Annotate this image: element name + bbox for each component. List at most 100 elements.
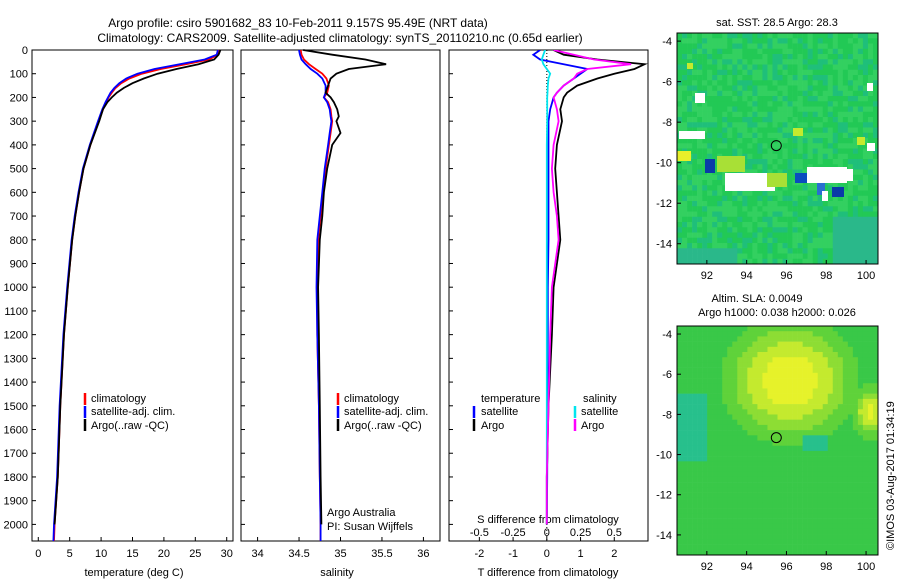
- map-cell: [687, 48, 693, 55]
- map-cell: [767, 357, 773, 363]
- map-cell: [767, 138, 773, 144]
- map-cell: [767, 487, 773, 493]
- map-cell: [677, 122, 683, 128]
- map-cell: [827, 414, 834, 420]
- map-cell: [687, 54, 693, 60]
- map-cell: [717, 48, 723, 55]
- map-cell: [767, 440, 773, 446]
- map-cell: [857, 222, 864, 228]
- series-salinity-satellite: [540, 50, 552, 525]
- map-cell: [682, 195, 688, 202]
- map-cell: [837, 404, 844, 410]
- map-cell: [712, 487, 718, 493]
- map-cell: [782, 143, 788, 149]
- map-cell: [837, 398, 844, 405]
- map-cell: [782, 430, 788, 436]
- map-cell: [812, 38, 818, 44]
- map-cell: [677, 80, 683, 86]
- map-cell: [687, 69, 693, 76]
- s-diff-tick-label: 0.25: [570, 527, 591, 539]
- map-cell: [707, 388, 713, 394]
- map-cell: [762, 352, 768, 358]
- map-cell: [867, 195, 874, 202]
- legend-label-argo: Argo(..raw -QC): [344, 420, 422, 432]
- map-cell: [847, 528, 854, 535]
- map-cell: [742, 440, 748, 446]
- map-cell: [832, 258, 839, 265]
- map-cell: [787, 201, 793, 207]
- map-cell: [752, 508, 758, 514]
- map-cell: [792, 539, 798, 545]
- map-cell: [812, 75, 818, 81]
- map-cell: [677, 227, 683, 233]
- map-cell: [777, 487, 783, 493]
- map-cell: [867, 508, 874, 514]
- figure-title-line1: Argo profile: csiro 5901682_83 10-Feb-20…: [108, 16, 488, 30]
- map-cell: [702, 383, 708, 389]
- map-cell: [747, 33, 753, 39]
- map-cell: [827, 544, 834, 551]
- map-cell: [772, 54, 778, 60]
- map-cell: [777, 54, 783, 60]
- map-cell: [742, 248, 748, 254]
- map-cell: [707, 80, 713, 86]
- map-cell: [772, 64, 778, 71]
- map-cell: [677, 326, 683, 332]
- map-cell: [752, 64, 758, 71]
- map-cell: [787, 195, 793, 202]
- map-cell: [842, 471, 849, 478]
- map-cell: [817, 143, 824, 149]
- map-cell: [842, 502, 849, 509]
- map-cell: [857, 352, 864, 358]
- map-cell: [717, 69, 723, 76]
- map-cell: [867, 132, 874, 139]
- map-cell: [742, 132, 748, 139]
- map-cell: [687, 201, 693, 207]
- map-cell: [827, 502, 834, 509]
- map-cell: [867, 544, 874, 551]
- map-cell: [777, 398, 783, 405]
- map-cell: [812, 80, 818, 86]
- map-cell: [762, 424, 768, 431]
- map-cell: [867, 243, 874, 249]
- map-cell: [852, 153, 859, 160]
- map-cell: [742, 409, 748, 415]
- map-cell: [682, 528, 688, 535]
- map-cell: [812, 326, 818, 332]
- map-cell: [802, 33, 808, 39]
- map-cell: [852, 372, 859, 379]
- map-cell: [682, 502, 688, 509]
- map-cell: [737, 169, 743, 176]
- map-cell: [827, 195, 834, 202]
- map-cell: [807, 222, 813, 228]
- map-cell: [702, 372, 708, 379]
- map-cell: [857, 456, 864, 462]
- map-cell: [802, 222, 808, 228]
- map-cell: [857, 466, 864, 473]
- s-diff-tick-label: -0.25: [501, 527, 526, 539]
- map-cell: [757, 122, 763, 128]
- map-cell: [762, 111, 768, 118]
- map-cell: [677, 169, 683, 176]
- map-cell: [777, 153, 783, 160]
- map-cell: [807, 336, 813, 342]
- map-cell: [797, 544, 803, 551]
- map-cell: [702, 101, 708, 107]
- map-cell: [677, 237, 683, 244]
- map-cell: [857, 85, 864, 92]
- map-cell: [817, 445, 824, 452]
- map-cell: [787, 64, 793, 71]
- map-cell: [677, 466, 683, 473]
- map-cell: [747, 341, 753, 348]
- map-cell: [702, 54, 708, 60]
- legend-label-satellite: satellite-adj. clim.: [344, 406, 428, 418]
- map-cell: [682, 122, 688, 128]
- map-cell: [677, 456, 683, 462]
- map-cell: [722, 466, 728, 473]
- map-cell: [692, 59, 698, 65]
- map-cell: [727, 352, 733, 358]
- map-cell: [722, 127, 728, 134]
- map-cell: [842, 393, 849, 400]
- map-cell: [832, 159, 839, 165]
- map-cell: [692, 206, 698, 212]
